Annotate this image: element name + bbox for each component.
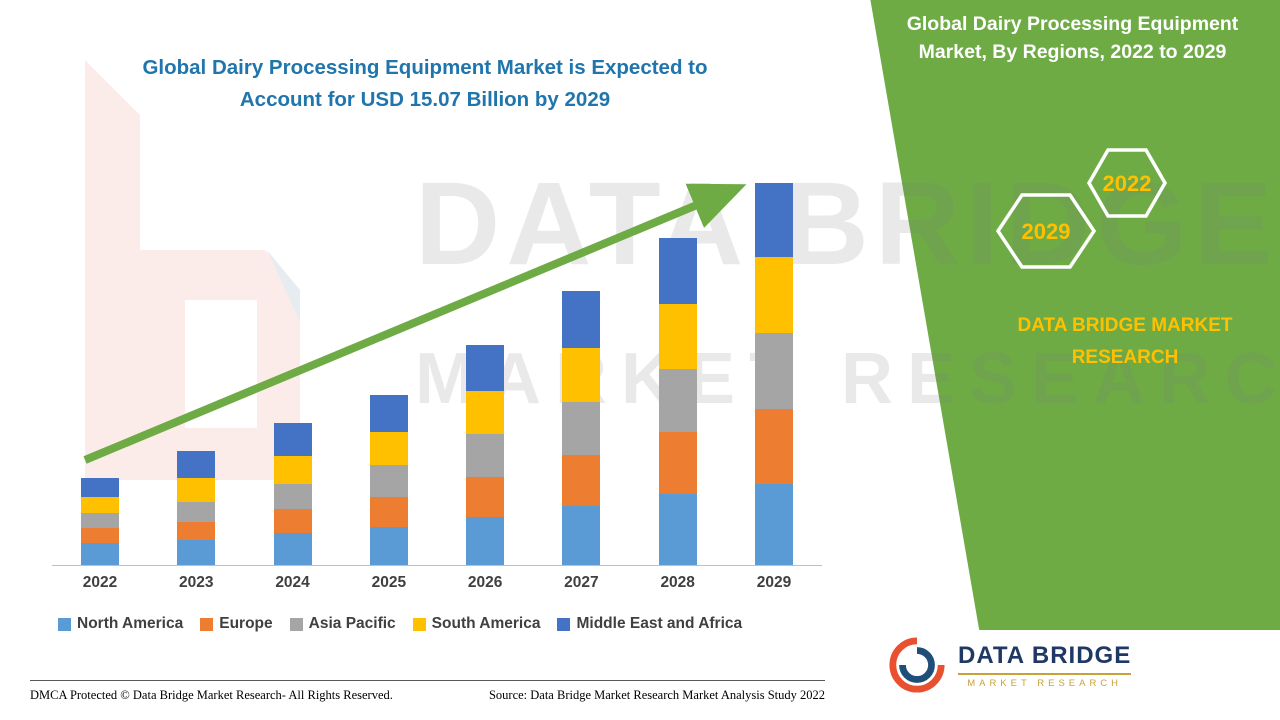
bar-segment-north-america xyxy=(754,484,793,565)
bar-segment-north-america xyxy=(658,494,697,565)
chart-title: Global Dairy Processing Equipment Market… xyxy=(80,52,770,116)
bar-segment-middle-east-and-africa xyxy=(466,345,505,391)
bar-stack xyxy=(754,183,793,565)
hexagon-2029-label: 2029 xyxy=(1022,219,1071,244)
legend-label: North America xyxy=(77,615,184,632)
bar-segment-asia-pacific xyxy=(754,333,793,409)
company-logo-icon xyxy=(889,637,945,693)
bar-segment-europe xyxy=(562,455,601,506)
bar-segment-europe xyxy=(754,409,793,484)
bar-segment-north-america xyxy=(81,543,119,565)
legend-item-europe: Europe xyxy=(200,615,273,633)
legend-swatch xyxy=(200,617,214,631)
legend-label: Asia Pacific xyxy=(308,615,396,632)
bar-segment-europe xyxy=(177,522,216,540)
legend-swatch xyxy=(412,617,426,631)
bar-segment-south-america xyxy=(273,456,312,484)
bar-segment-middle-east-and-africa xyxy=(273,423,312,456)
bar-segment-north-america xyxy=(466,517,505,565)
bar-segment-asia-pacific xyxy=(369,465,408,497)
x-axis-labels: 2022 2023 2024 2025 2026 2027 2028 2029 xyxy=(52,574,822,592)
legend-label: Europe xyxy=(219,615,273,632)
legend-swatch xyxy=(289,617,303,631)
chart-title-line2: Account for USD 15.07 Billion by 2029 xyxy=(239,87,611,111)
legend-item-south-america: South America xyxy=(412,615,541,633)
bar-stack xyxy=(562,291,601,565)
hexagon-2022-label: 2022 xyxy=(1103,171,1152,196)
bar-segment-asia-pacific xyxy=(466,434,505,477)
bar-segment-asia-pacific xyxy=(177,502,216,522)
brand-caption: DATA BRIDGE MARKET RESEARCH xyxy=(1017,315,1233,369)
bar-segment-south-america xyxy=(754,257,793,333)
bar-segment-middle-east-and-africa xyxy=(658,238,697,304)
bar-stack xyxy=(466,345,505,565)
bar-stack xyxy=(81,478,119,565)
bar-segment-asia-pacific xyxy=(658,369,697,432)
bar-segment-asia-pacific xyxy=(273,484,312,509)
bar-segment-north-america xyxy=(177,540,216,565)
bar-segment-north-america xyxy=(369,527,408,565)
side-panel-heading: Global Dairy Processing Equipment Market… xyxy=(906,13,1239,64)
footer: DMCA Protected © Data Bridge Market Rese… xyxy=(30,680,825,703)
bar-segment-north-america xyxy=(273,533,312,565)
x-axis-label-2027: 2027 xyxy=(564,574,599,591)
bar-segment-europe xyxy=(466,477,505,517)
company-logo-title: DATA BRIDGE xyxy=(958,641,1132,669)
bar-segment-middle-east-and-africa xyxy=(562,291,601,348)
bar-segment-middle-east-and-africa xyxy=(177,451,216,478)
bar-stack xyxy=(177,451,216,565)
bar-stack xyxy=(273,423,312,565)
legend-label: South America xyxy=(431,615,541,632)
company-logo-subtitle: MARKET RESEARCH xyxy=(958,672,1132,689)
legend-item-asia-pacific: Asia Pacific xyxy=(289,615,396,633)
source-note: Source: Data Bridge Market Research Mark… xyxy=(488,688,825,702)
x-axis-label-2024: 2024 xyxy=(275,574,310,591)
bar-segment-asia-pacific xyxy=(562,402,601,455)
bar-segment-europe xyxy=(369,497,408,527)
bar-segment-south-america xyxy=(466,391,505,434)
legend-swatch xyxy=(58,617,71,631)
bar-column-2029 xyxy=(726,0,822,565)
bar-segment-south-america xyxy=(562,348,601,402)
bar-column-2022 xyxy=(52,0,148,565)
bar-column-2023 xyxy=(148,0,244,565)
bar-stack xyxy=(369,395,408,565)
bar-segment-south-america xyxy=(658,304,697,369)
x-axis-label-2023: 2023 xyxy=(179,574,214,591)
hexagon-2029-outline xyxy=(995,193,1097,269)
bar-stack xyxy=(658,238,697,565)
hexagon-2022-outline xyxy=(1086,148,1168,218)
bar-segment-europe xyxy=(81,528,119,543)
bar-segment-middle-east-and-africa xyxy=(754,183,793,257)
legend: North America Europe Asia Pacific South Ame… xyxy=(58,615,742,633)
chart-title-line1: Global Dairy Processing Equipment Market… xyxy=(142,56,708,79)
dmca-notice: DMCA Protected © Data Bridge Market Rese… xyxy=(30,688,393,702)
legend-label: Middle East and Africa xyxy=(576,615,743,632)
bar-segment-south-america xyxy=(177,478,216,502)
bar-segment-europe xyxy=(273,509,312,533)
legend-item-middle-east-and-africa: Middle East and Africa xyxy=(557,615,742,633)
bar-segment-middle-east-and-africa xyxy=(81,478,119,497)
bar-segment-europe xyxy=(658,432,697,494)
x-axis-label-2029: 2029 xyxy=(756,574,792,591)
bar-segment-north-america xyxy=(562,506,601,565)
legend-swatch xyxy=(557,617,571,631)
x-axis-label-2028: 2028 xyxy=(660,574,695,591)
x-axis-label-2026: 2026 xyxy=(467,574,503,591)
bar-segment-middle-east-and-africa xyxy=(369,395,408,432)
bar-segment-south-america xyxy=(369,432,408,465)
x-axis-label-2022: 2022 xyxy=(82,574,118,591)
bar-segment-south-america xyxy=(81,497,119,513)
legend-item-north-america: North America xyxy=(58,615,183,633)
year-hexagons: 2022 2029 xyxy=(995,148,1168,269)
company-logo: DATA BRIDGE MARKET RESEARCH xyxy=(888,636,1132,694)
x-axis-label-2025: 2025 xyxy=(371,574,407,591)
bar-segment-asia-pacific xyxy=(81,513,119,528)
